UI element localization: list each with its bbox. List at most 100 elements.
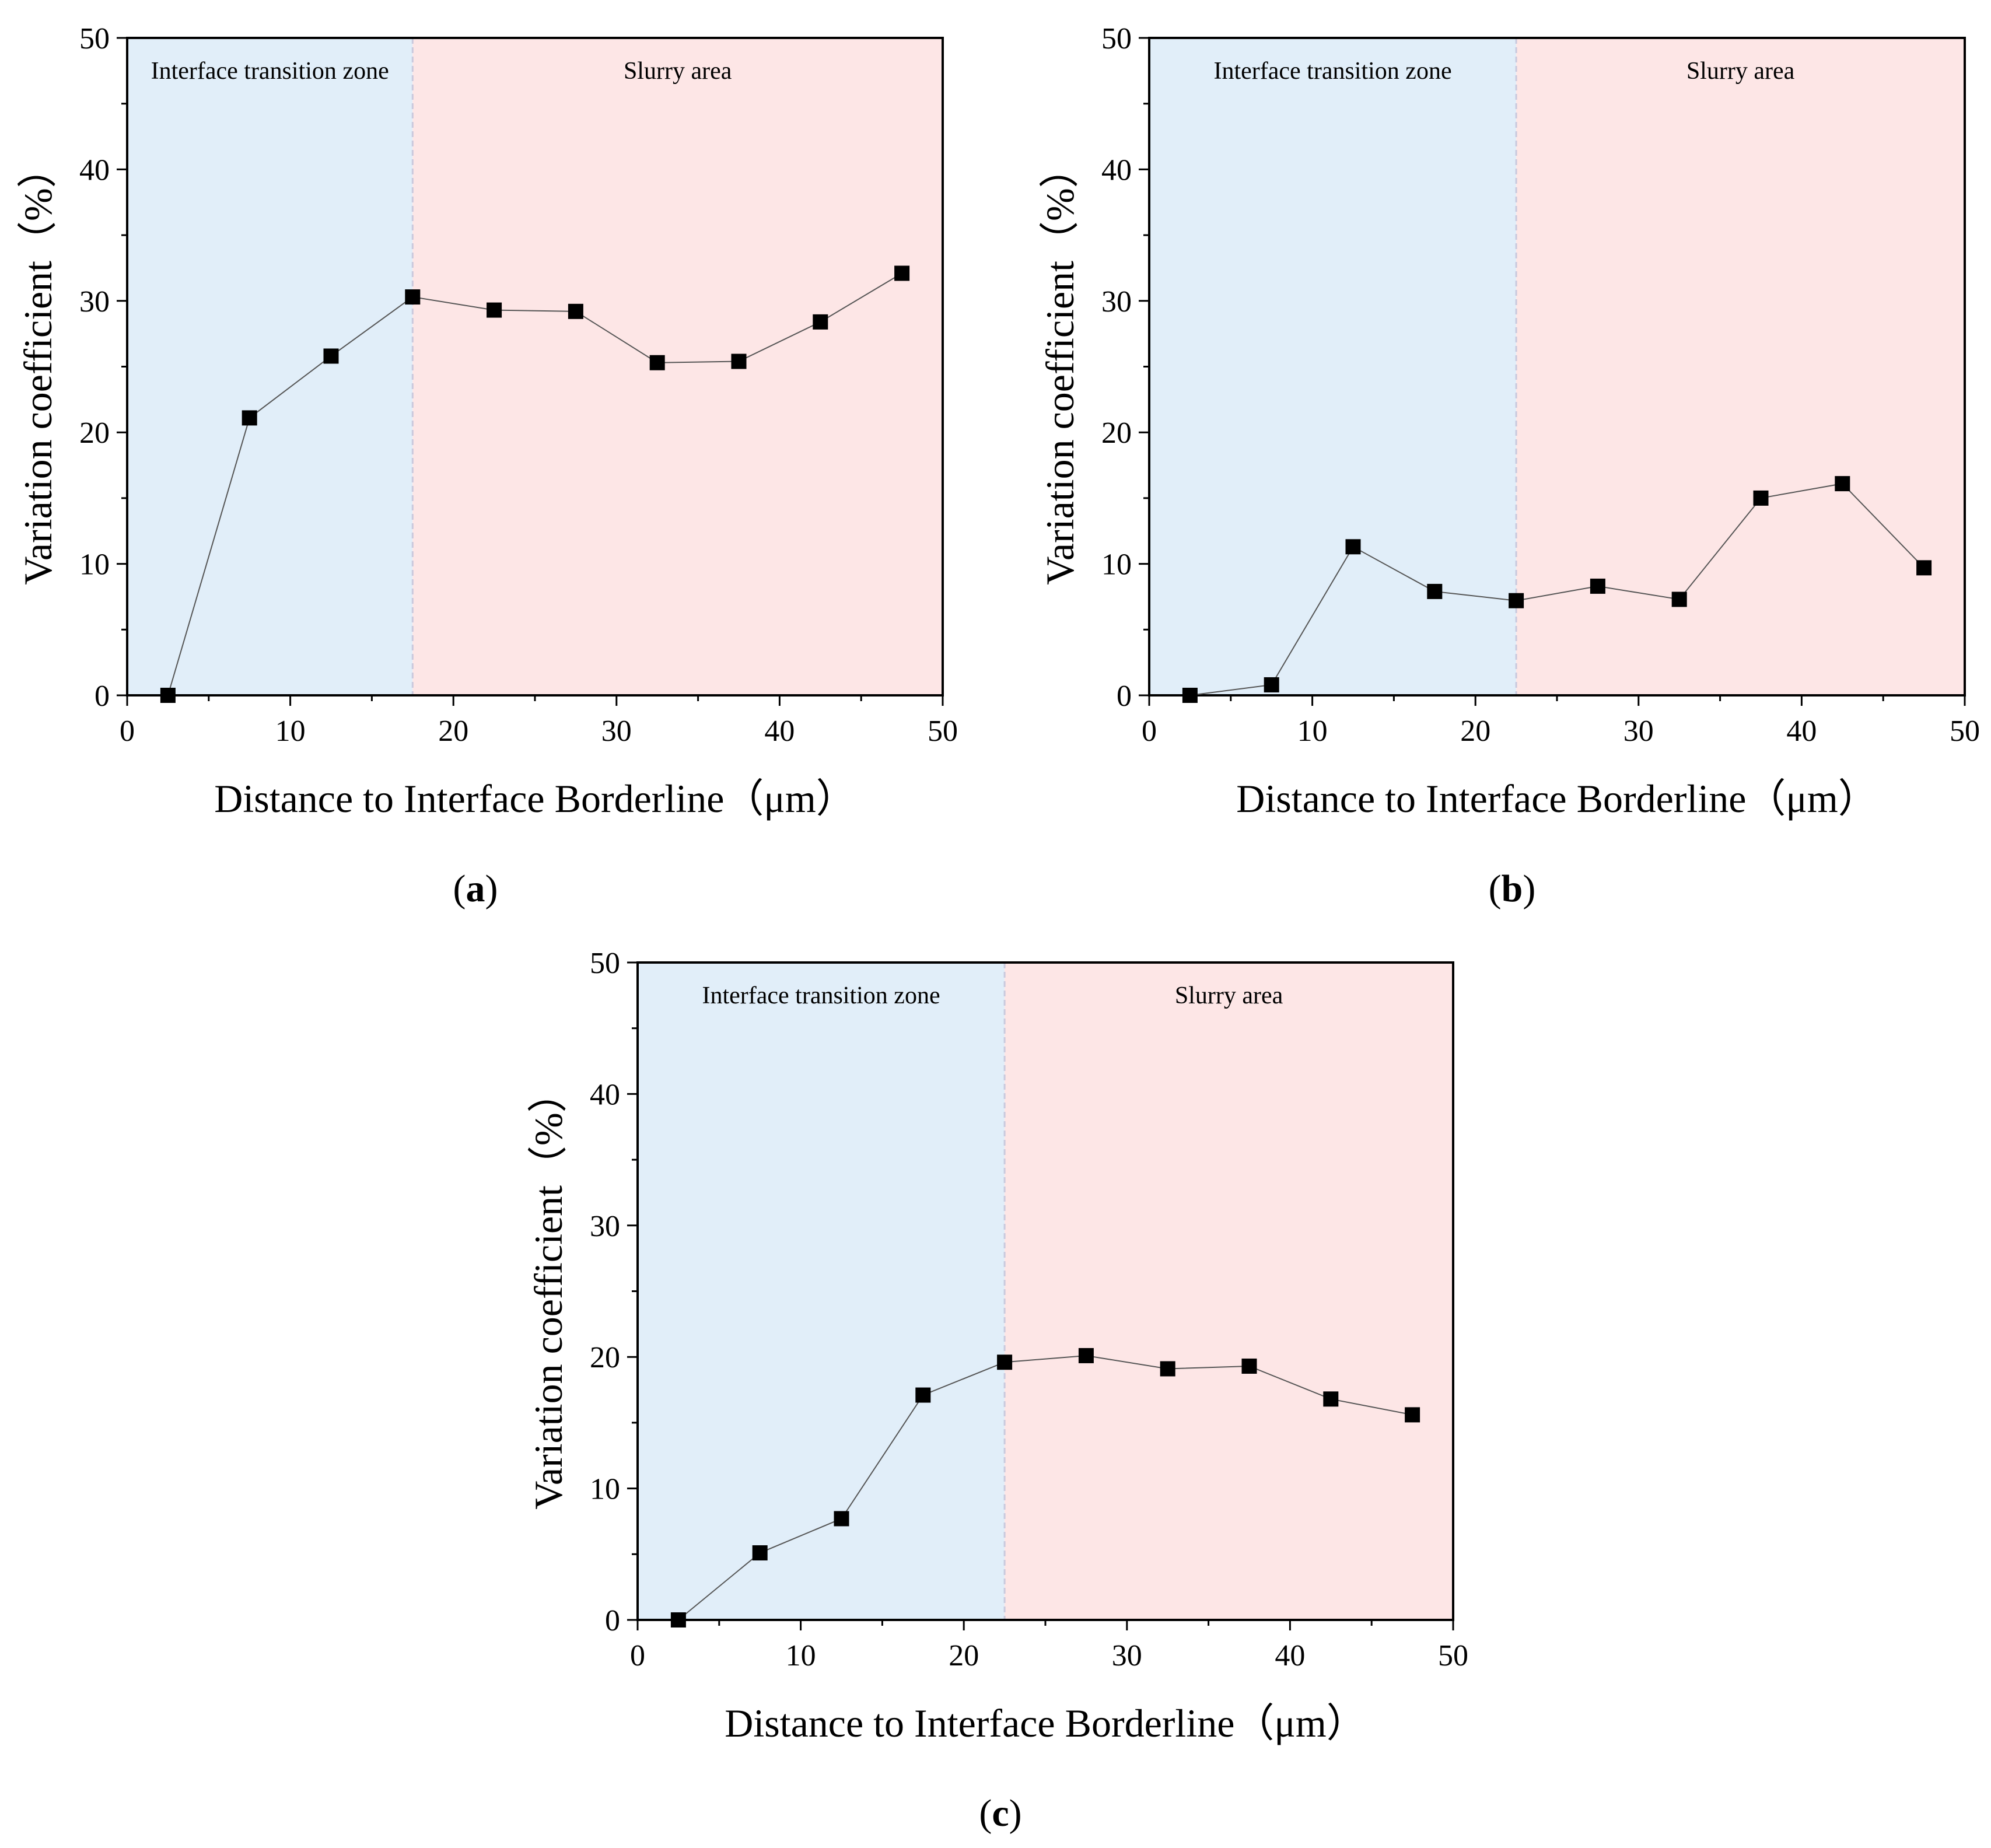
data-point [487, 302, 502, 318]
data-point [568, 303, 583, 319]
panel-label-letter: a [466, 867, 485, 910]
y-tick-label: 50 [590, 947, 620, 980]
y-tick-label: 40 [1101, 153, 1132, 187]
panel-label-open-paren: ( [979, 1792, 992, 1835]
panel-label-a: (a) [453, 867, 498, 910]
y-tick-label: 30 [79, 285, 110, 318]
data-point [894, 265, 910, 281]
y-axis-title: Variation coefficient（%） [16, 148, 60, 584]
y-tick-label: 20 [79, 416, 110, 450]
x-tick-label: 20 [438, 715, 468, 748]
x-tick-label: 0 [630, 1639, 645, 1672]
data-point [997, 1354, 1013, 1370]
data-point [1160, 1361, 1175, 1377]
data-point [1264, 677, 1279, 692]
y-tick-label: 0 [95, 680, 110, 713]
data-point [242, 410, 257, 426]
x-tick-label: 10 [275, 715, 306, 748]
data-point [752, 1545, 768, 1561]
itz-zone-bg [638, 963, 1005, 1620]
series-line [678, 1354, 1413, 1620]
data-point [1345, 539, 1361, 555]
panel-label-letter: b [1502, 867, 1523, 910]
slurry-zone-bg [412, 38, 943, 695]
chart-panel-a: Interface transition zone Slurry area 0 10 2… [16, 22, 958, 910]
data-point [1835, 476, 1850, 492]
panel-label-letter: c [992, 1792, 1009, 1835]
data-point [834, 1511, 849, 1527]
panel-label-close-paren: ) [485, 867, 498, 910]
data-point [813, 314, 828, 330]
chart-panel-b: Interface transition zone Slurry area 0 10 2… [1038, 22, 1980, 910]
data-point [405, 289, 421, 305]
y-tick-label: 50 [1101, 22, 1132, 55]
itz-zone-bg [1149, 38, 1517, 695]
x-tick-label: 0 [1142, 715, 1157, 748]
data-point [1427, 583, 1443, 599]
x-axis-title: Distance to Interface Borderline（μm） [725, 1701, 1366, 1745]
data-point [1590, 578, 1605, 594]
slurry-zone-label: Slurry area [1686, 58, 1795, 85]
x-tick-label: 40 [1275, 1639, 1305, 1672]
y-tick-label: 50 [79, 22, 110, 55]
panel-label-close-paren: ) [1523, 867, 1535, 910]
series-line [167, 272, 902, 696]
x-tick-label: 30 [1623, 715, 1654, 748]
y-tick-label: 0 [605, 1604, 620, 1637]
x-tick-label: 20 [1460, 715, 1490, 748]
panel-label-c: (c) [979, 1792, 1021, 1835]
itz-zone-bg [127, 38, 413, 695]
data-point [1241, 1358, 1257, 1374]
series-line [1189, 483, 1924, 696]
y-tick-label: 20 [1101, 416, 1132, 450]
data-point [1753, 490, 1769, 506]
data-point [160, 688, 176, 703]
data-point [1405, 1407, 1420, 1423]
data-point [731, 354, 747, 369]
y-tick-label: 10 [1101, 548, 1132, 582]
itz-zone-label: Interface transition zone [1213, 58, 1451, 85]
y-tick-label: 20 [590, 1341, 620, 1374]
x-axis-title: Distance to Interface Borderline（μm） [214, 776, 856, 821]
slurry-zone-bg [1005, 963, 1453, 1620]
chart-panel-c: Interface transition zone Slurry area 0 10 2… [526, 947, 1468, 1835]
x-tick-label: 40 [764, 715, 795, 748]
itz-zone-label: Interface transition zone [702, 982, 940, 1009]
data-point [1916, 560, 1932, 576]
panel-label-open-paren: ( [453, 867, 466, 910]
x-tick-label: 40 [1786, 715, 1817, 748]
x-tick-label: 30 [1112, 1639, 1142, 1672]
x-tick-label: 30 [601, 715, 632, 748]
data-point [670, 1612, 686, 1628]
x-tick-label: 10 [1297, 715, 1328, 748]
data-point [1323, 1391, 1339, 1407]
slurry-zone-label: Slurry area [1175, 982, 1283, 1009]
data-point [649, 355, 665, 370]
x-tick-label: 50 [1950, 715, 1980, 748]
x-tick-label: 20 [949, 1639, 979, 1672]
y-tick-label: 30 [1101, 285, 1132, 318]
data-point [915, 1387, 931, 1403]
y-tick-label: 40 [79, 153, 110, 187]
data-point [1078, 1348, 1094, 1363]
y-tick-label: 10 [79, 548, 110, 582]
y-axis-title: Variation coefficient（%） [1038, 148, 1082, 584]
slurry-zone-bg [1516, 38, 1965, 695]
panel-label-close-paren: ) [1009, 1792, 1022, 1835]
data-point [1509, 593, 1524, 608]
y-tick-label: 0 [1117, 680, 1132, 713]
y-tick-label: 10 [590, 1473, 620, 1506]
panel-label-b: (b) [1489, 867, 1536, 910]
x-axis-title: Distance to Interface Borderline（μm） [1236, 776, 1878, 821]
data-point [323, 348, 339, 364]
x-tick-label: 50 [928, 715, 958, 748]
x-tick-label: 0 [120, 715, 135, 748]
y-tick-label: 30 [590, 1210, 620, 1243]
x-tick-label: 10 [786, 1639, 816, 1672]
panel-label-open-paren: ( [1489, 867, 1502, 910]
y-tick-label: 40 [590, 1078, 620, 1111]
itz-zone-label: Interface transition zone [151, 58, 389, 85]
data-point [1671, 592, 1687, 607]
y-axis-title: Variation coefficient（%） [526, 1073, 571, 1509]
